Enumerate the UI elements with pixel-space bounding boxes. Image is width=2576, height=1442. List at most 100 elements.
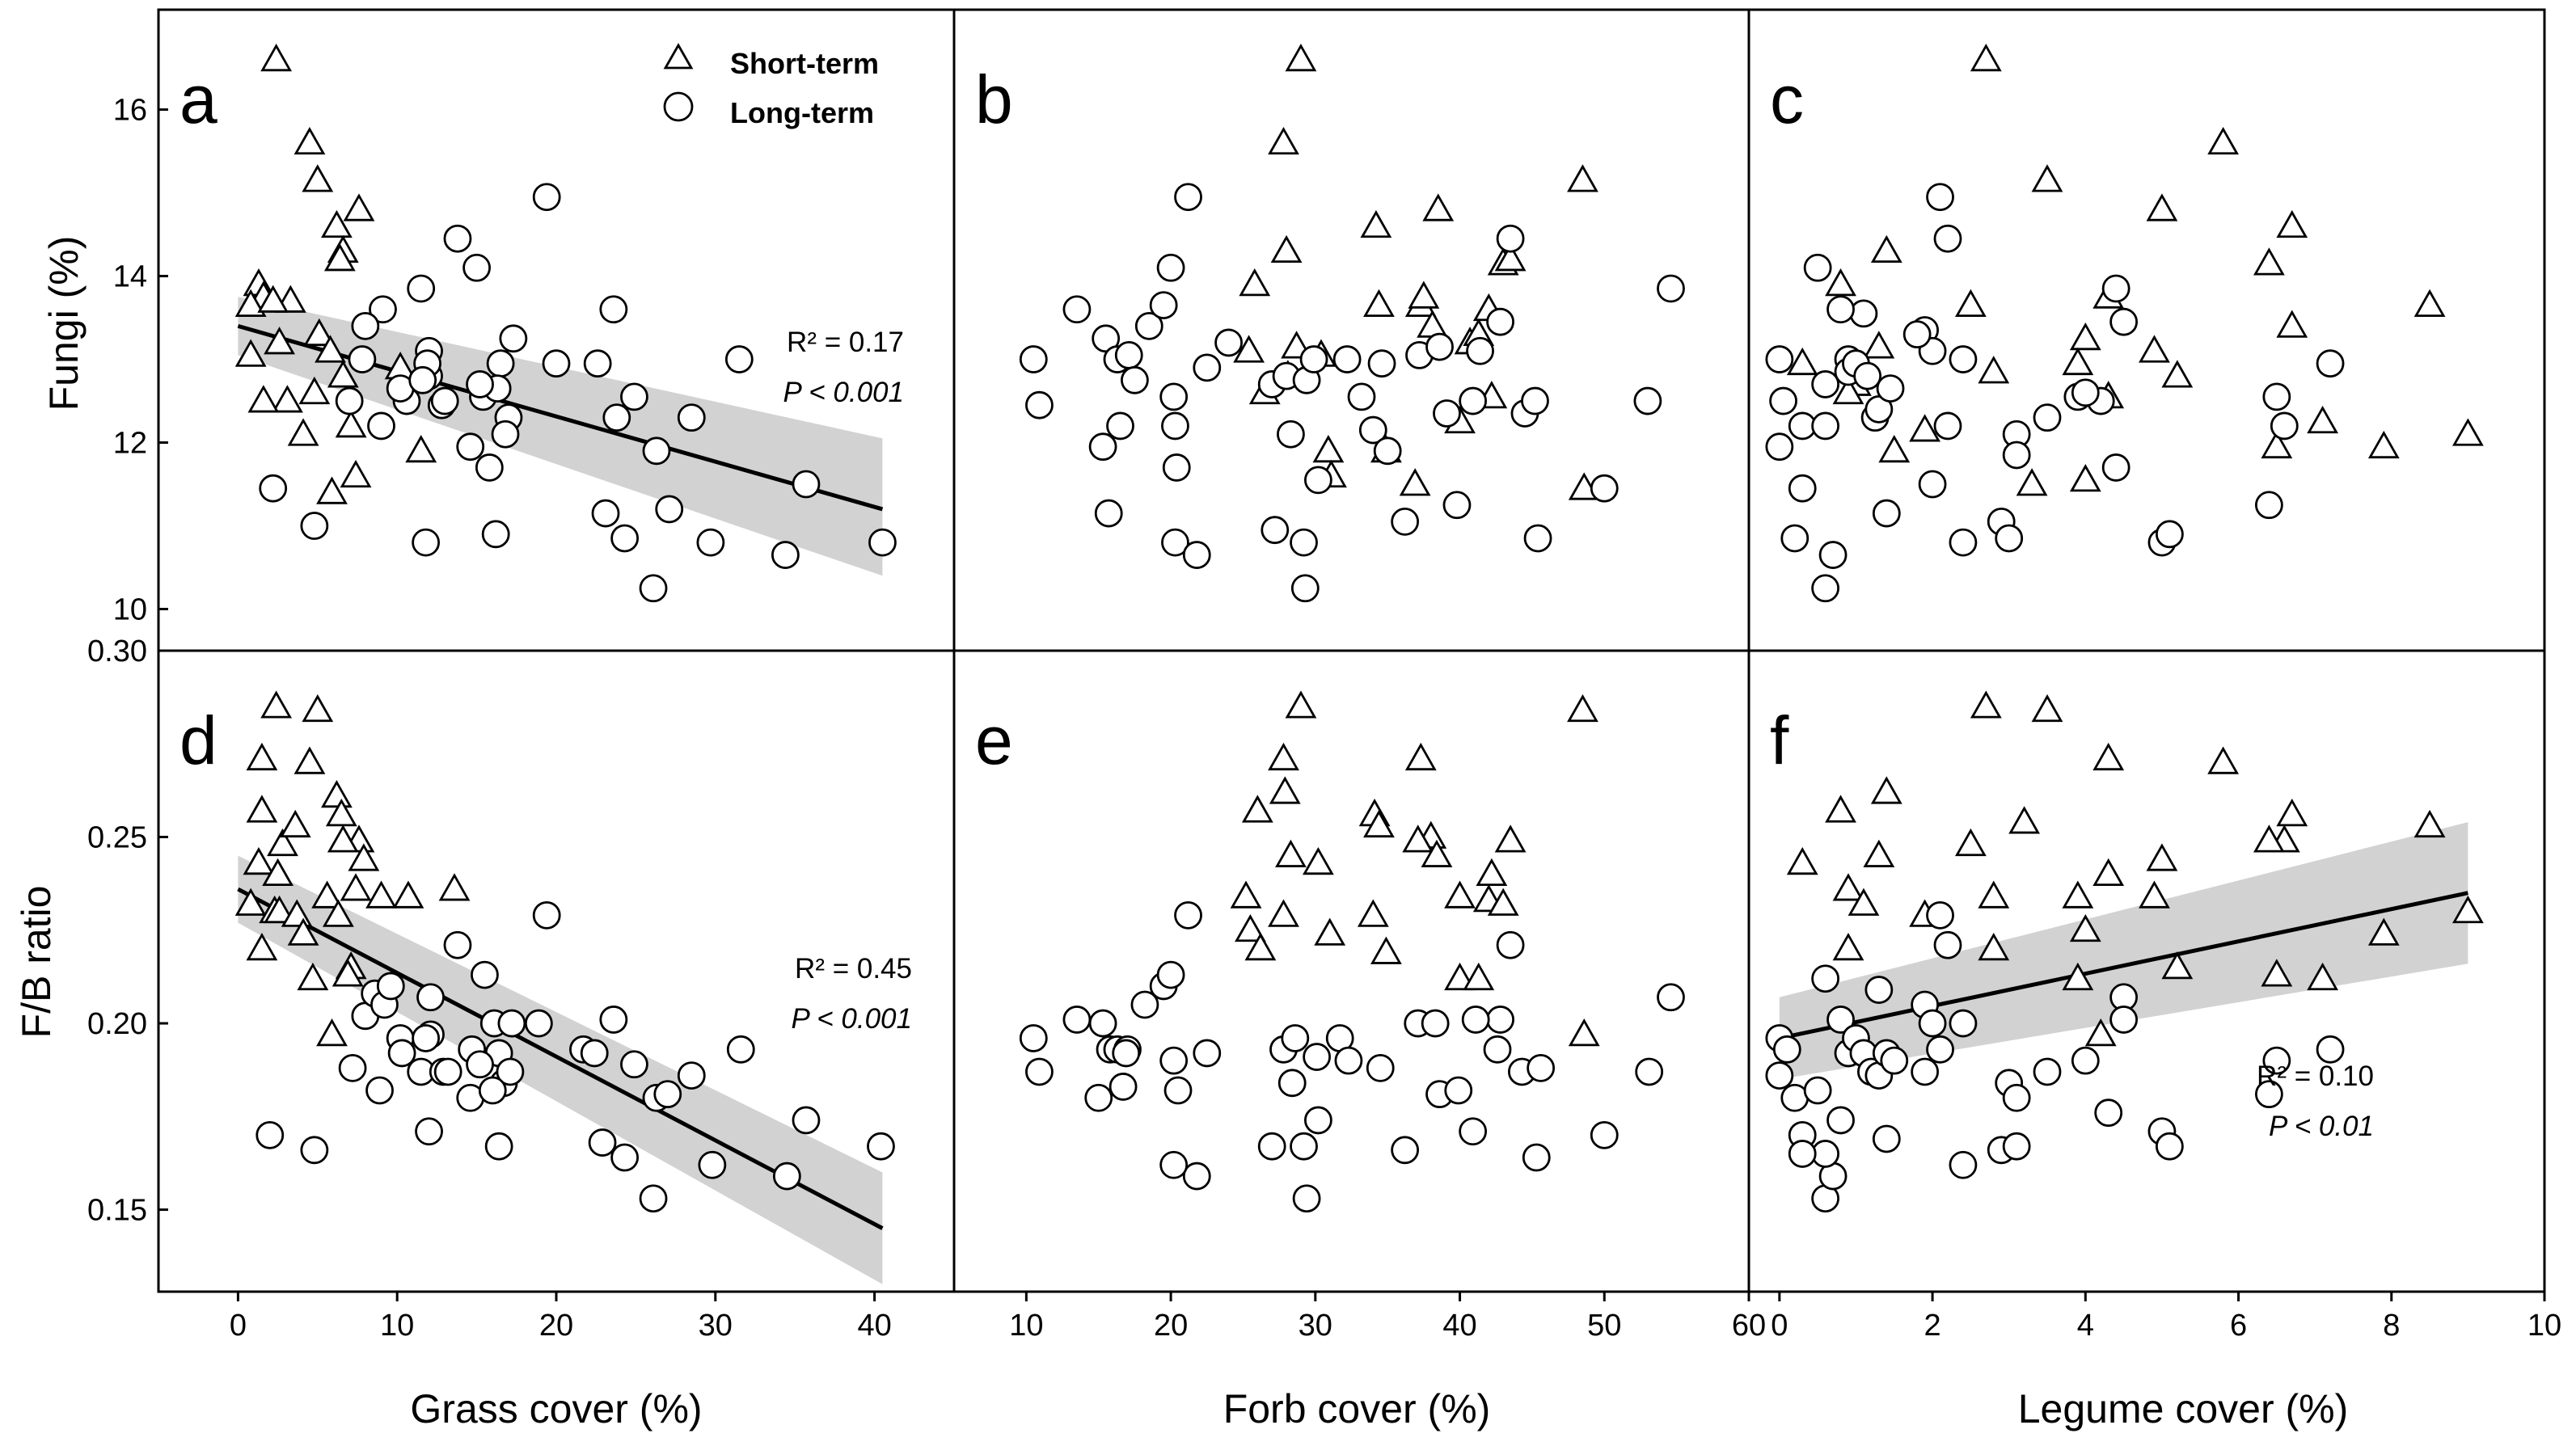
- long-term-point: [1444, 1076, 1473, 1105]
- y-tick-label: 12: [113, 427, 147, 461]
- long-term-point: [1803, 1076, 1832, 1105]
- long-term-point: [1657, 274, 1685, 303]
- short-term-point: [1357, 899, 1389, 927]
- long-term-point: [639, 1184, 668, 1213]
- legend-triangle-marker: [663, 43, 694, 70]
- short-term-point: [2161, 360, 2194, 388]
- long-term-point: [1995, 524, 2024, 553]
- panel-letter: e: [975, 702, 1013, 778]
- y-tick-label: 10: [113, 593, 147, 627]
- long-term-point: [1182, 1162, 1211, 1191]
- long-term-point: [1635, 1057, 1664, 1086]
- long-term-point: [1025, 390, 1054, 420]
- short-term-point: [2207, 746, 2240, 774]
- long-term-point: [867, 1132, 895, 1161]
- long-term-point: [412, 528, 441, 557]
- short-term-point: [2413, 809, 2446, 838]
- long-term-point: [2109, 1006, 2139, 1034]
- short-term-point: [2069, 322, 2101, 351]
- short-term-point: [2062, 880, 2094, 909]
- short-term-point: [287, 917, 319, 946]
- panel-d: 0.15 0.20 0.25 0.30 0 10 20 30 40 d R² = 0.45 P < 0…: [87, 635, 956, 1343]
- long-term-point: [677, 1061, 706, 1090]
- short-term-point: [2031, 164, 2063, 192]
- short-term-point: [1244, 932, 1277, 961]
- long-term-point: [1019, 1024, 1048, 1052]
- long-term-point: [471, 960, 499, 989]
- long-term-point: [1290, 1132, 1318, 1161]
- short-term-point: [2367, 430, 2400, 459]
- short-term-point: [1234, 913, 1266, 942]
- long-term-point: [1926, 1035, 1954, 1064]
- short-term-point: [1878, 434, 1911, 463]
- short-term-point: [302, 694, 334, 723]
- long-term-point: [1161, 411, 1189, 441]
- short-term-point: [1370, 936, 1402, 964]
- long-term-point: [639, 574, 668, 603]
- long-term-point: [1496, 930, 1525, 959]
- short-term-point: [332, 959, 364, 987]
- short-term-point: [1285, 690, 1317, 719]
- long-term-point: [1788, 1140, 1817, 1168]
- panel-frame: [1747, 649, 2546, 1293]
- short-term-point: [316, 1018, 348, 1047]
- long-term-point: [1391, 1136, 1420, 1165]
- long-term-point: [724, 345, 754, 373]
- long-term-point: [602, 403, 631, 432]
- long-term-point: [1019, 345, 1048, 373]
- short-term-point: [335, 410, 367, 438]
- long-term-point: [610, 1143, 640, 1172]
- short-term-point: [340, 459, 372, 488]
- short-term-point: [327, 824, 359, 853]
- panel-a: 10 12 14 16 a R² = 0.17 P < 0.001: [113, 8, 956, 652]
- long-term-point: [1163, 1076, 1193, 1105]
- long-term-point: [532, 900, 561, 930]
- short-term-point: [1314, 917, 1346, 946]
- x-tick-label: 60: [1732, 1309, 1766, 1343]
- long-term-point: [1162, 453, 1191, 482]
- short-term-point: [264, 895, 295, 924]
- long-term-point: [369, 295, 397, 324]
- short-term-point: [1832, 873, 1864, 901]
- short-term-point: [1422, 193, 1455, 221]
- long-term-point: [1156, 253, 1185, 282]
- long-term-point: [2155, 1132, 2184, 1161]
- long-term-point: [1425, 332, 1454, 361]
- short-term-point: [2092, 858, 2125, 887]
- long-term-point: [2316, 1035, 2345, 1064]
- long-term-point: [1811, 964, 1840, 993]
- long-term-point: [1522, 1143, 1551, 1172]
- long-term-point: [1159, 1046, 1189, 1075]
- y-tick-label: 0.15: [87, 1194, 147, 1228]
- short-term-point: [1494, 243, 1527, 272]
- short-term-point: [1402, 824, 1434, 853]
- long-term-point: [1926, 183, 1954, 212]
- long-term-point: [610, 524, 640, 553]
- short-term-point: [2207, 126, 2240, 155]
- short-term-point: [246, 795, 278, 823]
- short-term-point: [438, 873, 471, 901]
- short-term-point: [234, 289, 267, 318]
- long-term-point: [433, 1057, 462, 1086]
- long-term-point: [1811, 574, 1840, 603]
- long-term-point: [655, 495, 684, 524]
- long-term-point: [1084, 1083, 1113, 1112]
- x-tick-label: 10: [1009, 1309, 1043, 1343]
- long-term-point: [1358, 415, 1387, 445]
- short-term-point: [2062, 347, 2094, 376]
- long-term-point: [1112, 1039, 1141, 1068]
- long-term-point: [588, 1128, 617, 1157]
- x-tick-label: 40: [857, 1309, 891, 1343]
- long-term-point: [1290, 574, 1320, 603]
- long-term-point: [1391, 507, 1420, 536]
- long-term-point: [462, 253, 491, 282]
- long-term-point: [1461, 1006, 1490, 1034]
- x-tick-label: 50: [1587, 1309, 1621, 1343]
- short-term-point: [298, 376, 331, 405]
- x-axis-title-grass: Grass cover (%): [410, 1386, 702, 1431]
- y-tick-label: 0.20: [87, 1007, 147, 1041]
- short-term-point: [247, 385, 280, 413]
- long-term-point: [466, 370, 494, 398]
